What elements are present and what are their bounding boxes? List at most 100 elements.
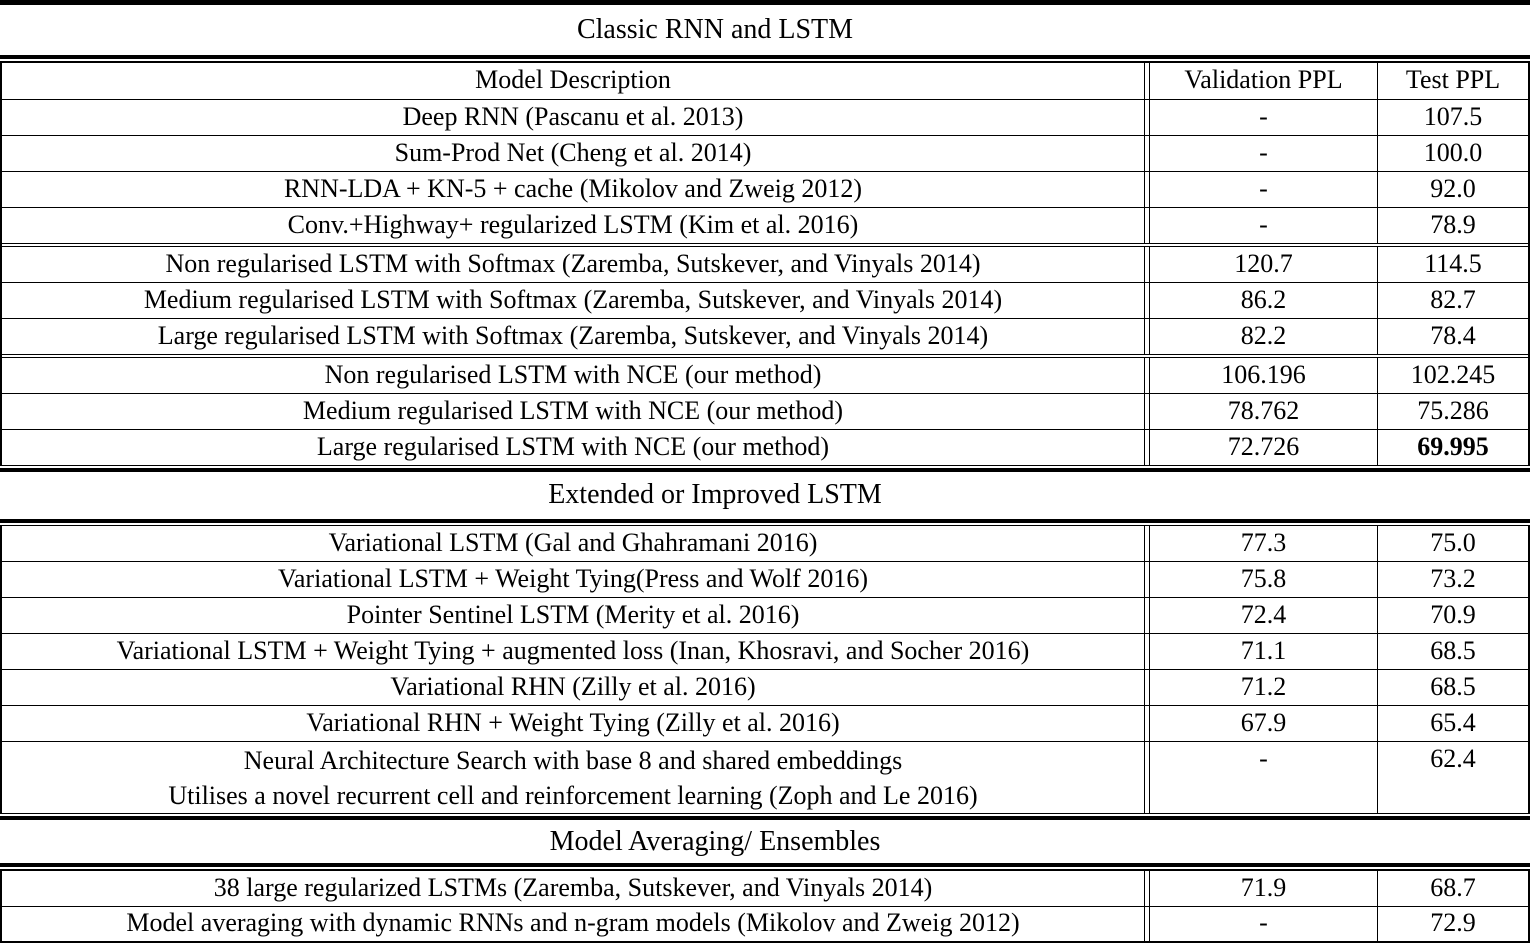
cell-description: Variational RHN + Weight Tying (Zilly et… xyxy=(2,706,1145,741)
table-bottom-rule xyxy=(0,466,1530,472)
cell-test-ppl: 65.4 xyxy=(1430,708,1476,738)
rule-thick-line xyxy=(0,518,1530,523)
rule-thick-line xyxy=(0,816,1530,820)
table-row: Variational LSTM + Weight Tying(Press an… xyxy=(2,562,1528,598)
results-table: Model Description Validation PPL Test PPL D… xyxy=(0,55,1530,472)
cell-description: Variational LSTM + Weight Tying(Press an… xyxy=(2,562,1145,597)
cell-test-ppl: 102.245 xyxy=(1410,359,1496,389)
cell-test-ppl: 75.286 xyxy=(1417,395,1489,425)
section-title: Classic RNN and LSTM xyxy=(576,14,854,45)
table-row: Variational LSTM + Weight Tying + augmen… xyxy=(2,634,1528,670)
cell-test-ppl: 100.0 xyxy=(1423,137,1483,167)
cell-validation-ppl: 72.4 xyxy=(1150,598,1378,633)
double-line-separator xyxy=(1145,742,1150,813)
cell-description: Large regularised LSTM with NCE (our met… xyxy=(2,429,1145,465)
double-line-separator xyxy=(1145,870,1150,906)
table-section: Classic RNN and LSTM Model Description Val… xyxy=(0,5,1530,472)
double-line-separator xyxy=(1145,318,1150,354)
cell-validation-ppl: 120.7 xyxy=(1150,246,1378,282)
cell-test-ppl: 82.7 xyxy=(1430,284,1476,314)
group-separator xyxy=(2,243,1528,247)
table-row: Conv.+Highway+ regularized LSTM (Kim et … xyxy=(2,207,1528,244)
table-row: Medium regularised LSTM with NCE (our me… xyxy=(2,393,1528,430)
rule-thick-line xyxy=(0,467,1530,472)
cell-validation-ppl: 75.8 xyxy=(1150,562,1378,597)
cell-validation-ppl: - xyxy=(1150,207,1378,243)
cell-test-ppl: 62.4 xyxy=(1430,744,1476,773)
rule-thin-line xyxy=(0,524,1530,526)
cell-test-ppl: Test PPL xyxy=(1405,65,1501,95)
section-title-wrap: Classic RNN and LSTM xyxy=(0,5,1530,55)
double-line-separator xyxy=(1145,526,1150,561)
cell-validation-ppl: - xyxy=(1150,171,1378,207)
table-body: Variational LSTM (Gal and Ghahramani 201… xyxy=(0,526,1530,814)
double-line-separator xyxy=(1145,62,1150,99)
table-top-rule xyxy=(0,55,1530,63)
cell-description: Neural Architecture Search with base 8 a… xyxy=(2,742,1145,813)
double-line-separator xyxy=(1145,562,1150,597)
double-line-separator xyxy=(1145,282,1150,318)
cell-test-ppl: 72.9 xyxy=(1430,908,1476,938)
cell-validation-ppl: - xyxy=(1150,99,1378,135)
cell-validation-ppl: 82.2 xyxy=(1150,318,1378,354)
cell-description: Non regularised LSTM with NCE (our metho… xyxy=(2,357,1145,393)
double-line-separator xyxy=(1145,135,1150,171)
cell-description: Non regularised LSTM with Softmax (Zarem… xyxy=(2,246,1145,282)
double-line-separator xyxy=(1145,99,1150,135)
table-bottom-rule xyxy=(0,814,1530,820)
cell-description: 38 large regularized LSTMs (Zaremba, Sut… xyxy=(2,870,1145,906)
double-line-separator xyxy=(1145,634,1150,669)
cell-test-ppl: 73.2 xyxy=(1430,564,1476,594)
page-top-rule xyxy=(0,0,1530,5)
table-top-rule xyxy=(0,518,1530,526)
cell-description: Variational LSTM + Weight Tying + augmen… xyxy=(2,634,1145,669)
cell-test-ppl: 78.4 xyxy=(1430,320,1476,350)
cell-validation-ppl: Validation PPL xyxy=(1150,62,1378,99)
cell-validation-ppl: 71.9 xyxy=(1150,870,1378,906)
table-row: Pointer Sentinel LSTM (Merity et al. 201… xyxy=(2,598,1528,634)
cell-validation-ppl: - xyxy=(1150,742,1378,813)
table-row: Model averaging with dynamic RNNs and n-… xyxy=(2,906,1528,943)
table-row: Deep RNN (Pascanu et al. 2013) - 107.5 xyxy=(2,99,1528,136)
cell-validation-ppl: 106.196 xyxy=(1150,357,1378,393)
cell-test-ppl: 70.9 xyxy=(1430,600,1476,630)
double-line-separator xyxy=(1145,171,1150,207)
table-row: 38 large regularized LSTMs (Zaremba, Sut… xyxy=(2,870,1528,907)
double-line-separator xyxy=(1145,906,1150,941)
double-line-separator xyxy=(1145,207,1150,243)
double-line-separator xyxy=(1145,393,1150,429)
table-header-row: Model Description Validation PPL Test PPL xyxy=(2,62,1528,100)
group-separator xyxy=(2,354,1528,358)
cell-description: Conv.+Highway+ regularized LSTM (Kim et … xyxy=(2,207,1145,243)
cell-validation-ppl: 77.3 xyxy=(1150,526,1378,561)
cell-test-ppl: 68.5 xyxy=(1430,636,1476,666)
cell-description: Large regularised LSTM with Softmax (Zar… xyxy=(2,318,1145,354)
section-title: Model Averaging/ Ensembles xyxy=(549,825,881,857)
table-row: RNN-LDA + KN-5 + cache (Mikolov and Zwei… xyxy=(2,171,1528,208)
cell-description: Model Description xyxy=(2,62,1145,99)
cell-description: Model averaging with dynamic RNNs and n-… xyxy=(2,906,1145,941)
table-top-rule xyxy=(0,863,1530,871)
rule-thin-line xyxy=(0,61,1530,63)
cell-description: Variational RHN (Zilly et al. 2016) xyxy=(2,670,1145,705)
table-row: Large regularised LSTM with NCE (our met… xyxy=(2,429,1528,466)
double-line-separator xyxy=(1145,706,1150,741)
cell-test-ppl: 114.5 xyxy=(1424,248,1482,278)
cell-validation-ppl: - xyxy=(1150,135,1378,171)
description-line: Utilises a novel recurrent cell and rein… xyxy=(168,780,978,810)
cell-validation-ppl: 72.726 xyxy=(1150,429,1378,465)
rule-thick-line xyxy=(0,55,1530,59)
double-line-separator xyxy=(1145,357,1150,393)
table-row: Variational RHN + Weight Tying (Zilly et… xyxy=(2,706,1528,742)
cell-test-ppl: 69.995 xyxy=(1417,431,1489,461)
rule-thick-line xyxy=(0,863,1530,867)
table-row: Non regularised LSTM with Softmax (Zarem… xyxy=(2,246,1528,283)
cell-validation-ppl: 71.2 xyxy=(1150,670,1378,705)
rule-thin-line xyxy=(0,869,1530,871)
cell-validation-ppl: 71.1 xyxy=(1150,634,1378,669)
table-row: Non regularised LSTM with NCE (our metho… xyxy=(2,357,1528,394)
cell-test-ppl: 68.5 xyxy=(1430,672,1476,702)
cell-description: Sum-Prod Net (Cheng et al. 2014) xyxy=(2,135,1145,171)
cell-description: Variational LSTM (Gal and Ghahramani 201… xyxy=(2,526,1145,561)
results-table: Variational LSTM (Gal and Ghahramani 201… xyxy=(0,518,1530,820)
